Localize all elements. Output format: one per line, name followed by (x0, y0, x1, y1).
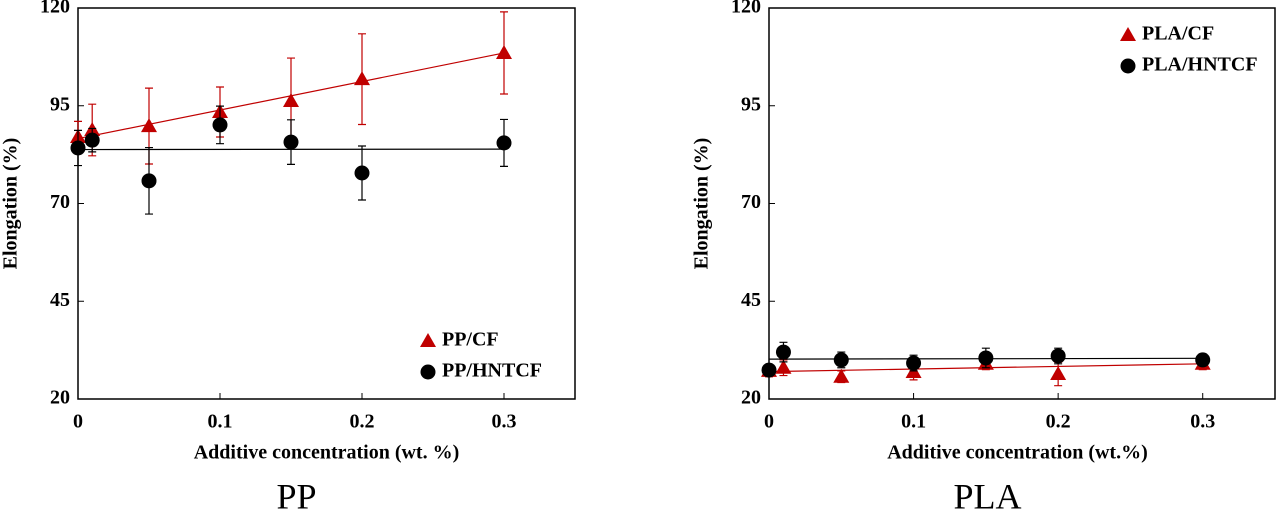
caption: PP (276, 476, 316, 516)
marker-circle (906, 355, 922, 371)
marker-circle (84, 132, 100, 148)
x-axis-label: Additive concentration (wt.%) (887, 442, 1148, 464)
legend-label: PP/CF (442, 329, 499, 351)
x-tick-label: 0 (764, 411, 774, 433)
marker-triangle (833, 368, 850, 383)
marker-circle (978, 350, 994, 366)
marker-circle (1195, 352, 1211, 368)
y-tick-label: 120 (731, 0, 761, 18)
marker-circle (141, 173, 157, 189)
legend-label: PP/HNTCF (442, 360, 542, 382)
marker-circle (761, 362, 777, 378)
legend-marker (420, 333, 436, 347)
legend-label: PLA/HNTCF (1142, 54, 1258, 76)
marker-circle (212, 117, 228, 133)
legend-label: PLA/CF (1142, 23, 1214, 45)
x-axis-label: Additive concentration (wt. %) (194, 442, 460, 464)
x-tick-label: 0.2 (1046, 411, 1071, 433)
marker-triangle (496, 44, 512, 59)
x-tick-label: 0 (73, 411, 83, 433)
y-tick-label: 45 (50, 289, 70, 311)
x-tick-label: 0.1 (208, 411, 233, 433)
marker-circle (775, 344, 791, 360)
marker-circle (70, 140, 86, 156)
y-tick-label: 95 (741, 93, 761, 115)
marker-circle (833, 352, 849, 368)
y-tick-label: 95 (50, 93, 70, 115)
y-tick-label: 20 (50, 387, 70, 409)
y-axis-label: Elongation (%) (0, 138, 22, 270)
marker-circle (1050, 348, 1066, 364)
marker-circle (354, 165, 370, 181)
legend-marker (420, 364, 436, 380)
marker-circle (283, 134, 299, 150)
y-axis-label: Elongation (%) (691, 138, 713, 270)
marker-triangle (354, 71, 370, 86)
y-tick-label: 45 (741, 289, 761, 311)
legend-marker (1120, 58, 1136, 74)
marker-triangle (775, 359, 792, 374)
marker-triangle (141, 118, 157, 133)
y-tick-label: 70 (50, 191, 70, 213)
y-tick-label: 70 (741, 191, 761, 213)
x-tick-label: 0.3 (492, 411, 517, 433)
y-tick-label: 20 (741, 387, 761, 409)
y-tick-label: 120 (40, 0, 70, 18)
marker-triangle (1050, 365, 1067, 380)
legend-marker (1120, 27, 1136, 41)
caption: PLA (953, 476, 1021, 516)
marker-circle (496, 135, 512, 151)
x-tick-label: 0.1 (901, 411, 926, 433)
x-tick-label: 0.2 (350, 411, 375, 433)
plot-frame (77, 7, 576, 400)
x-tick-label: 0.3 (1190, 411, 1215, 433)
marker-triangle (283, 93, 299, 108)
